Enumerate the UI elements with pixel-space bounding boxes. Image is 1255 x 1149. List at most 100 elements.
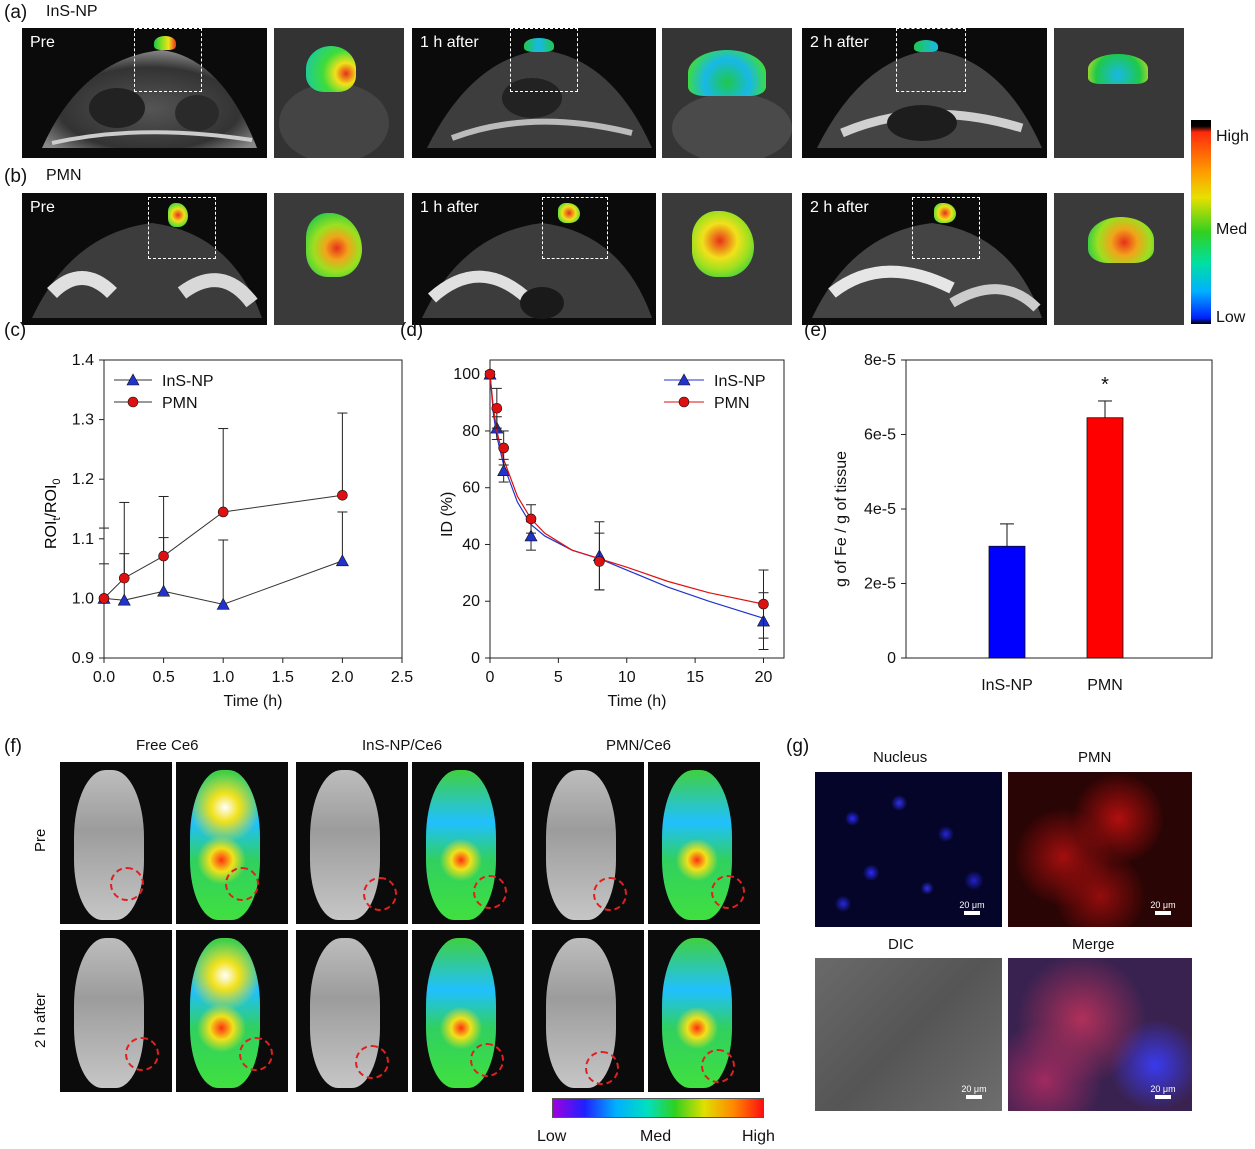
tumor-region-circle <box>239 1037 273 1071</box>
image-label: Pre <box>30 199 55 217</box>
colorbar-high-label: High <box>1216 128 1249 146</box>
data-point <box>492 403 502 413</box>
tumor-region-circle <box>110 867 144 901</box>
legend-marker <box>128 397 138 407</box>
tumor-region-circle <box>585 1051 619 1085</box>
x-tick-label: 5 <box>554 669 563 686</box>
y-tick-label: 40 <box>462 536 480 553</box>
x-tick-label: 15 <box>686 669 704 686</box>
fluorescence-low-label: Low <box>537 1128 566 1146</box>
mri-zoom-a-pre <box>274 28 404 158</box>
x-category-label: InS-NP <box>981 677 1033 694</box>
y-tick-label: 6e-5 <box>864 427 896 444</box>
mri-zoom-b-2h <box>1054 193 1184 325</box>
data-point <box>218 507 228 517</box>
row-label-pre: Pre <box>32 829 49 852</box>
fluorescence-colorbar <box>552 1098 764 1118</box>
mouse-photo <box>60 762 172 924</box>
data-point <box>119 573 129 583</box>
panel-a-label: (a) <box>4 2 27 24</box>
tumor-region-circle <box>473 875 507 909</box>
legend-label: InS-NP <box>714 373 766 390</box>
image-label: Pre <box>30 34 55 52</box>
tumor-region-circle <box>363 877 397 911</box>
y-tick-label: 1.1 <box>72 531 94 548</box>
image-label: 1 h after <box>420 34 479 52</box>
column-title-pmn-ce6: PMN/Ce6 <box>606 737 671 754</box>
y-tick-label: 20 <box>462 593 480 610</box>
image-label: 1 h after <box>420 199 479 217</box>
legend-marker <box>679 397 689 407</box>
x-tick-label: 0 <box>486 669 495 686</box>
chart-c: 0.00.51.01.52.02.50.91.01.11.21.31.4Time… <box>0 340 420 725</box>
mouse-photo <box>532 930 644 1092</box>
column-title-free-ce6: Free Ce6 <box>136 737 199 754</box>
panel-f-label: (f) <box>4 736 22 758</box>
mouse-fluorescence-image <box>176 762 288 924</box>
scale-bar: 20 μm <box>957 1084 991 1099</box>
panel-e-label: (e) <box>804 320 827 342</box>
tumor-region-circle <box>470 1043 504 1077</box>
fluorescence-med-label: Med <box>640 1128 671 1146</box>
micro-title-merge: Merge <box>1072 936 1115 953</box>
scale-bar: 20 μm <box>1146 900 1180 915</box>
row-label-2h: 2 h after <box>32 993 49 1048</box>
bar <box>1087 418 1123 658</box>
micro-nucleus: 20 μm <box>815 772 1002 927</box>
data-point <box>594 557 604 567</box>
panel-c-label: (c) <box>4 320 26 342</box>
colorbar-low-label: Low <box>1216 309 1245 327</box>
panel-b-group: PMN <box>46 167 82 185</box>
fluorescence-high-label: High <box>742 1128 775 1146</box>
y-tick-label: 1.0 <box>72 590 94 607</box>
y-tick-label: 0 <box>471 650 480 667</box>
x-category-label: PMN <box>1087 677 1123 694</box>
x-tick-label: 2.0 <box>331 669 353 686</box>
data-point <box>526 514 536 524</box>
micro-dic: 20 μm <box>815 958 1002 1111</box>
y-axis-label: g of Fe / g of tissue <box>833 451 850 587</box>
plot-area <box>906 360 1212 658</box>
image-label: 2 h after <box>810 199 869 217</box>
data-point <box>758 599 768 609</box>
x-axis-label: Time (h) <box>608 693 667 710</box>
data-point <box>159 551 169 561</box>
x-tick-label: 10 <box>618 669 636 686</box>
legend-label: PMN <box>162 395 198 412</box>
micro-merge: 20 μm <box>1008 958 1192 1111</box>
tumor-region-circle <box>711 875 745 909</box>
panel-g-label: (g) <box>786 736 809 758</box>
image-label: 2 h after <box>810 34 869 52</box>
y-tick-label: 0 <box>887 650 896 667</box>
panel-a-group: InS-NP <box>46 3 98 21</box>
x-tick-label: 2.5 <box>391 669 413 686</box>
mouse-photo <box>296 930 408 1092</box>
y-tick-label: 2e-5 <box>864 576 896 593</box>
mri-image-a-1h: 1 h after <box>412 28 656 158</box>
mri-image-b-2h: 2 h after <box>802 193 1047 325</box>
tumor-region-circle <box>355 1045 389 1079</box>
mri-image-b-pre: Pre <box>22 193 267 325</box>
plot-area <box>104 360 402 658</box>
mouse-photo <box>532 762 644 924</box>
colorbar-ab <box>1191 120 1211 324</box>
tumor-region-circle <box>593 877 627 911</box>
x-tick-label: 1.0 <box>212 669 234 686</box>
data-point <box>337 490 347 500</box>
chart-e: 0 2e-5 4e-5 6e-5 8e-5 g of Fe / g of tissue In… <box>800 340 1255 725</box>
scale-bar: 20 μm <box>1146 1084 1180 1099</box>
bar <box>989 546 1025 658</box>
scale-bar: 20 μm <box>955 900 989 915</box>
mri-image-a-pre: Pre <box>22 28 267 158</box>
data-point <box>499 443 509 453</box>
micro-title-pmn: PMN <box>1078 749 1111 766</box>
mri-zoom-a-1h <box>662 28 792 158</box>
significance-star: * <box>1101 374 1109 396</box>
y-tick-label: 0.9 <box>72 650 94 667</box>
micro-pmn: 20 μm <box>1008 772 1192 927</box>
tumor-region-circle <box>225 867 259 901</box>
y-tick-label: 1.2 <box>72 471 94 488</box>
y-tick-label: 4e-5 <box>864 501 896 518</box>
y-tick-label: 8e-5 <box>864 352 896 369</box>
data-point <box>336 555 348 566</box>
